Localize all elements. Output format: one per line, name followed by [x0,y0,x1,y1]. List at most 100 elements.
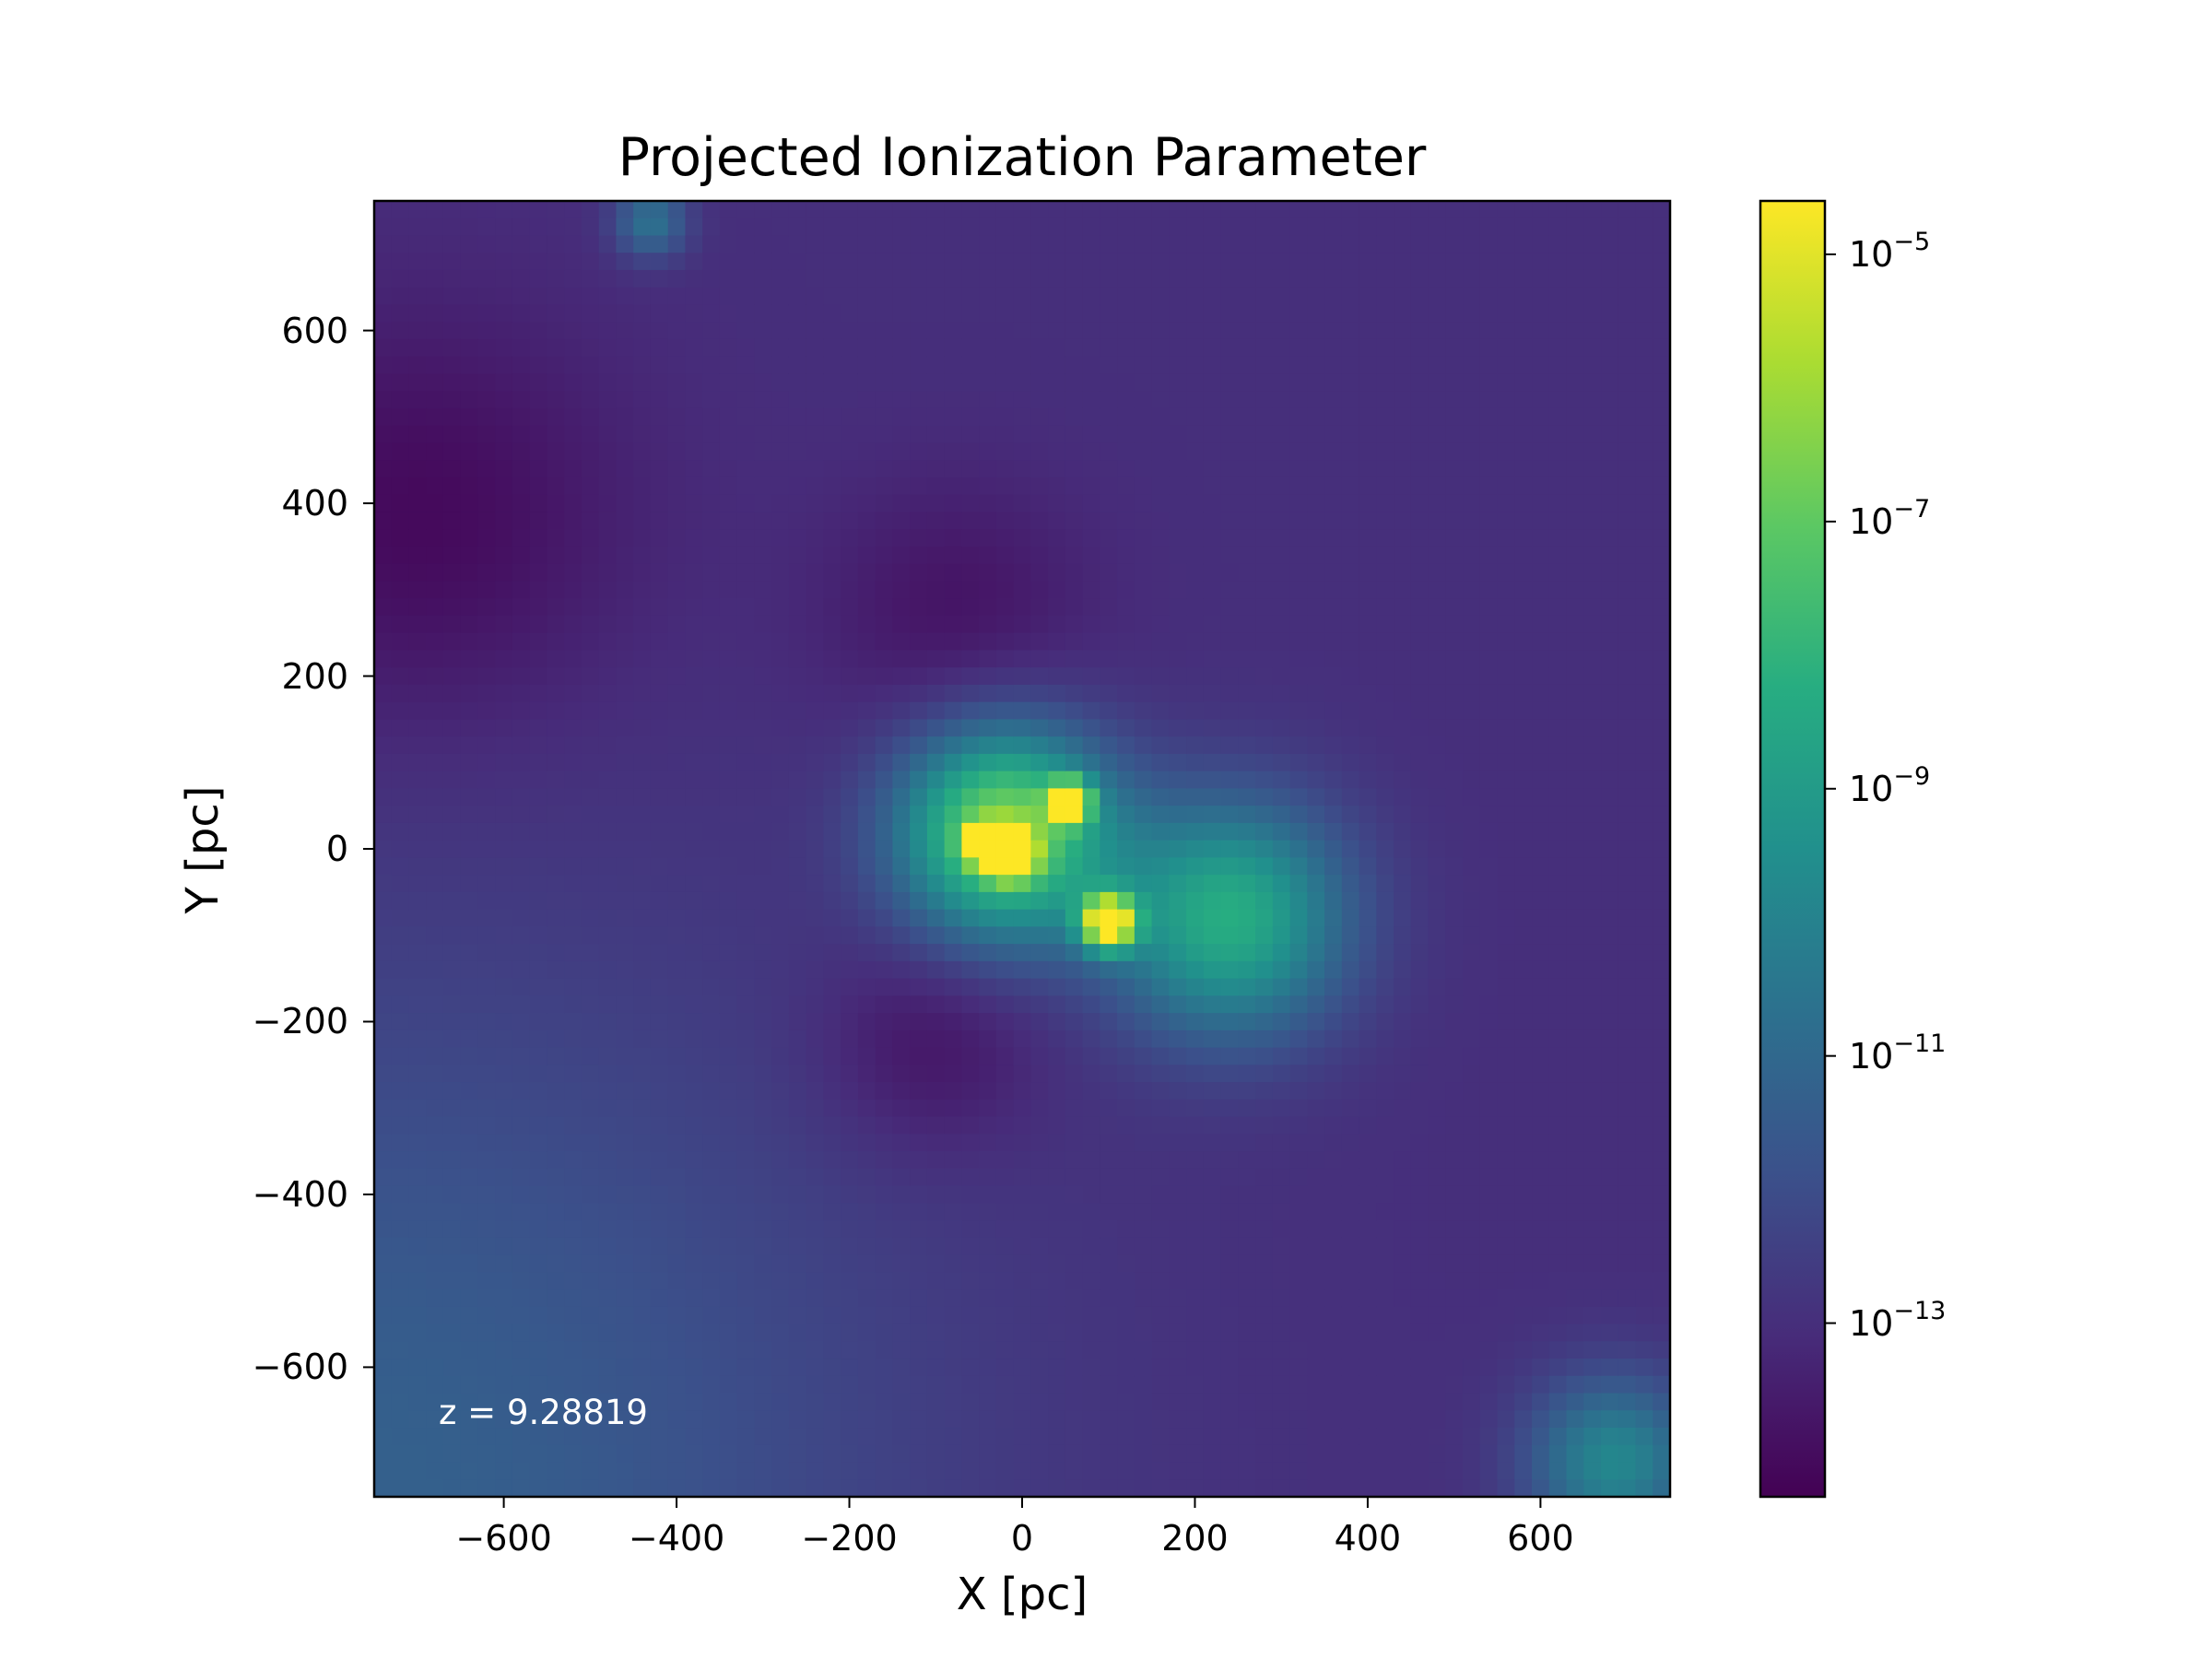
heatmap-cell [1324,235,1343,253]
heatmap-cell [754,1306,772,1325]
heatmap-cell [1463,701,1481,720]
heatmap-cell [374,356,393,375]
heatmap-cell [823,563,841,582]
heatmap-cell [1100,1306,1118,1325]
heatmap-cell [875,1272,893,1290]
heatmap-cell [875,477,893,496]
heatmap-cell [426,442,444,461]
heatmap-cell [1359,598,1377,617]
heatmap-cell [1134,684,1153,703]
heatmap-cell [771,391,790,409]
heatmap-cell [477,771,496,789]
heatmap-cell [1151,1272,1170,1290]
heatmap-cell [1203,373,1222,392]
heatmap-cell [1151,840,1170,858]
heatmap-cell [857,960,877,980]
heatmap-cell [460,1220,479,1239]
heatmap-cell [736,719,756,737]
heatmap-cell [564,356,582,375]
heatmap-cell [702,460,721,478]
heatmap-cell [806,1341,825,1359]
heatmap-cell [857,788,877,806]
heatmap-cell [754,598,772,617]
heatmap-cell [1169,1047,1187,1065]
heatmap-cell [1394,788,1412,806]
heatmap-cell [910,460,928,478]
heatmap-cell [1203,909,1222,927]
heatmap-cell [771,1030,790,1049]
heatmap-cell [1048,1185,1066,1204]
heatmap-cell [529,338,548,358]
heatmap-cell [442,1375,462,1394]
heatmap-cell [736,1185,756,1204]
heatmap-cell [841,1151,859,1170]
heatmap-cell [823,1134,841,1152]
heatmap-cell [1428,684,1446,703]
heatmap-cell [806,407,825,427]
heatmap-cell [1359,632,1377,652]
heatmap-cell [736,615,756,634]
heatmap-cell [633,753,652,772]
heatmap-cell [788,875,807,893]
heatmap-cell [477,806,496,824]
heatmap-cell [1479,684,1499,703]
heatmap-cell [1410,1220,1430,1239]
heatmap-cell [1428,563,1446,582]
heatmap-cell [1134,1220,1153,1239]
heatmap-cell [944,1065,962,1083]
heatmap-cell [408,201,427,219]
heatmap-cell [1203,338,1222,358]
heatmap-cell [1238,632,1256,652]
heatmap-cell [1065,1289,1084,1308]
heatmap-cell [1428,442,1446,461]
heatmap-cell [875,1099,893,1118]
heatmap-cell [1359,1082,1377,1100]
heatmap-cell [426,1185,444,1204]
heatmap-cell [1117,1410,1135,1429]
heatmap-cell [1048,650,1066,668]
heatmap-cell [1255,1168,1274,1187]
heatmap-cell [547,944,565,962]
heatmap-cell [477,1254,496,1273]
heatmap-cell [581,1428,600,1446]
heatmap-cell [1117,753,1135,772]
heatmap-cell [1410,1272,1430,1290]
heatmap-cell [857,529,877,547]
heatmap-cell [1307,235,1325,253]
heatmap-cell [1100,822,1118,841]
heatmap-cell [1186,373,1205,392]
heatmap-cell [892,563,911,582]
heatmap-cell [650,1220,669,1239]
heatmap-cell [1428,650,1446,668]
heatmap-cell [1238,598,1256,617]
heatmap-cell [547,632,565,652]
heatmap-cell [1428,1134,1446,1152]
heatmap-cell [547,1099,565,1118]
heatmap-cell [961,529,980,547]
heatmap-cell [944,960,962,980]
heatmap-cell [564,944,582,962]
heatmap-cell [391,615,410,634]
heatmap-cell [995,529,1015,547]
heatmap-cell [771,1254,790,1273]
heatmap-cell [944,235,962,253]
heatmap-cell [1341,1359,1360,1377]
heatmap-cell [1100,1099,1118,1118]
heatmap-cell [841,391,859,409]
heatmap-cell [910,806,928,824]
heatmap-cell [426,1272,444,1290]
heatmap-cell [408,253,427,271]
heatmap-cell [736,1030,756,1049]
heatmap-cell [1394,1479,1412,1498]
heatmap-cell [685,235,703,253]
heatmap-cell [1082,546,1100,565]
heatmap-cell [1100,235,1118,253]
heatmap-cell [1410,875,1430,893]
heatmap-cell [564,563,582,582]
heatmap-cell [1289,477,1308,496]
heatmap-cell [719,1168,738,1187]
heatmap-cell [1272,425,1291,444]
heatmap-cell [1324,753,1343,772]
heatmap-cell [1463,771,1481,789]
heatmap-cell [512,1444,531,1464]
